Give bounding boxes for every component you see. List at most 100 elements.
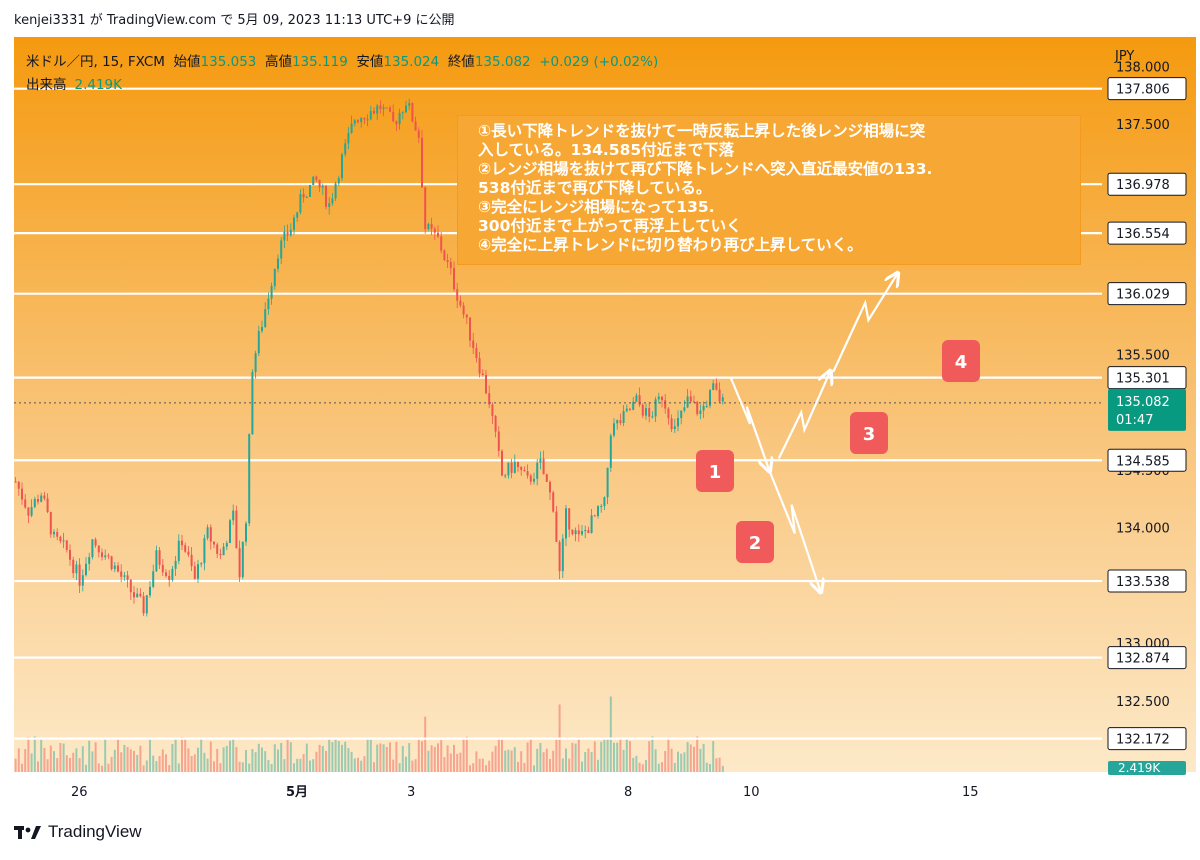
volume-bar (641, 764, 644, 772)
volume-bar (629, 741, 631, 772)
candle-body (485, 374, 487, 394)
volume-bar (190, 755, 193, 772)
volume-bar (81, 746, 84, 772)
volume-bar (696, 736, 699, 772)
level-tag-label: 133.538 (1116, 575, 1170, 590)
candle-body (270, 286, 273, 299)
open-value: 135.053 (200, 54, 257, 70)
level-tag[interactable] (1107, 569, 1187, 593)
candle-body (689, 396, 692, 402)
price-axis[interactable]: 138.000137.500136.500136.000135.500135.0… (1107, 60, 1187, 775)
volume-bar (229, 740, 231, 772)
volume-bar (168, 765, 171, 772)
candle-body (715, 383, 718, 390)
symbol-label[interactable]: 米ドル／円, 15, FXCM (26, 54, 165, 70)
volume-bar (344, 741, 347, 772)
open-label: 始値 (173, 54, 201, 70)
candle-body (449, 261, 452, 269)
volume-bar (449, 753, 452, 772)
volume-bar (645, 759, 647, 772)
analysis-annotation[interactable]: ①長い下降トレンドを抜けて一時反転上昇した後レンジ相場に突 入している。134.… (457, 115, 1081, 265)
volume-bar (453, 744, 455, 772)
level-tag[interactable] (1107, 366, 1187, 390)
marker-badge[interactable] (942, 340, 980, 382)
marker-label: 2 (749, 533, 762, 554)
candle-body (561, 538, 564, 572)
volume-bar (62, 743, 65, 772)
volume-bar (437, 743, 439, 772)
candle-body (267, 298, 270, 310)
volume-bar (187, 748, 190, 772)
candle-body (536, 462, 539, 479)
candle-body (120, 571, 123, 577)
volume-bar (363, 756, 366, 772)
candle-body (81, 575, 84, 586)
marker-badge[interactable] (850, 412, 888, 454)
volume-bar (337, 741, 340, 772)
volume-bar (270, 763, 273, 772)
candle-body (529, 475, 532, 482)
candle-body (17, 481, 20, 489)
level-tag-label: 132.874 (1116, 652, 1170, 667)
level-tag[interactable] (1107, 77, 1187, 101)
candle-body (321, 185, 324, 188)
candle-body (241, 541, 244, 578)
level-tag[interactable] (1107, 282, 1187, 306)
volume-bar (293, 763, 295, 772)
candle-body (373, 110, 375, 114)
marker-badge[interactable] (696, 450, 734, 492)
projection-arrow[interactable] (777, 372, 830, 459)
volume-bar (197, 747, 199, 772)
level-tag[interactable] (1107, 727, 1187, 751)
candle-body (37, 499, 39, 502)
volume-bar (267, 759, 270, 772)
volume-bar (328, 739, 331, 772)
candle-body (69, 549, 71, 560)
volume-bar (597, 759, 599, 772)
volume-bar (347, 748, 350, 772)
volume-bar (312, 759, 315, 772)
candle-body (261, 326, 263, 332)
volume-bar (91, 751, 94, 772)
projection-arrow[interactable] (729, 377, 769, 470)
volume-bar (56, 758, 59, 772)
level-tag[interactable] (1107, 646, 1187, 670)
volume-bar (392, 759, 395, 772)
time-axis[interactable]: 26 5月 3 8 10 15 (71, 785, 979, 800)
candle-body (424, 187, 427, 230)
volume-bar (613, 742, 615, 772)
annotation-line: ④完全に上昇トレンドに切り替わり再び上昇していく。 (478, 236, 863, 254)
candle-body (376, 105, 379, 114)
candle-body (88, 557, 91, 564)
candle-body (177, 540, 180, 561)
candle-body (53, 531, 55, 535)
candle-body (577, 530, 580, 535)
candle-body (184, 545, 187, 552)
level-tag[interactable] (1107, 448, 1187, 472)
volume-bar (97, 763, 100, 772)
time-tick-label: 8 (624, 785, 632, 800)
volume-bar (574, 743, 577, 772)
volume-bar (667, 738, 670, 772)
volume-bar (238, 761, 241, 772)
current-price-tag[interactable] (1108, 388, 1186, 431)
projection-arrows (729, 274, 897, 591)
volume-bar (379, 743, 382, 772)
volume-bar (555, 739, 558, 772)
volume-bar (523, 762, 526, 772)
projection-arrow[interactable] (768, 469, 820, 591)
candle-body (641, 404, 644, 416)
volume-bar (200, 738, 203, 772)
level-tag[interactable] (1107, 172, 1187, 196)
level-tag[interactable] (1107, 221, 1187, 245)
footer-brand[interactable]: TradingView (14, 822, 142, 842)
candle-body (453, 268, 455, 290)
volume-bar (661, 762, 663, 772)
volume-legend: 出来高 2.419K (26, 73, 122, 93)
volume-bar (705, 762, 708, 772)
marker-badge[interactable] (736, 521, 774, 563)
volume-bar (193, 754, 196, 772)
volume-bar (459, 752, 462, 772)
projection-arrow[interactable] (832, 274, 897, 373)
volume-bar (673, 762, 676, 772)
